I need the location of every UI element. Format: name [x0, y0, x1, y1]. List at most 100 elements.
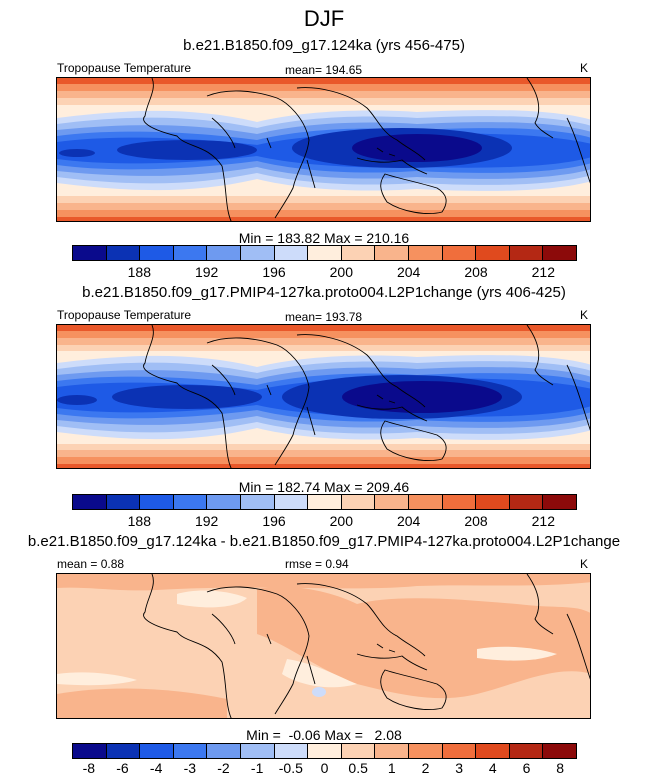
colorbar-swatch — [274, 246, 309, 260]
colorbar-tick-label: 192 — [194, 264, 219, 280]
panel3-title: b.e21.B1850.f09_g17.124ka - b.e21.B1850.… — [27, 533, 621, 550]
panel1-variable-label: Tropopause Temperature — [57, 61, 192, 75]
colorbar-swatch — [308, 495, 342, 509]
colorbar-swatch — [207, 744, 241, 758]
colorbar-swatch — [509, 246, 544, 260]
colorbar-tick-label: 0.5 — [348, 760, 368, 776]
colorbar-swatch — [207, 246, 241, 260]
diff-region — [282, 659, 357, 688]
colorbar-swatch — [274, 495, 309, 509]
panel2-title: b.e21.B1850.f09_g17.PMIP4-127ka.proto004… — [82, 284, 566, 301]
diff-region — [477, 646, 557, 661]
colorbar-swatch — [476, 744, 510, 758]
colorbar-swatch — [106, 246, 141, 260]
panel2-field — [57, 325, 590, 468]
panel2-units-label: K — [580, 308, 589, 322]
coastlines — [143, 78, 590, 221]
colorbar-swatch — [240, 744, 275, 758]
colorbar-swatch — [442, 246, 477, 260]
colorbar-tick-label: 204 — [396, 513, 421, 529]
colorbar-swatch — [73, 744, 107, 758]
colorbar-tick-label: 208 — [464, 513, 488, 529]
panel2-colorbar-ticks: 188 192 196 200 204 208 212 — [72, 513, 577, 531]
colorbar-swatch — [375, 495, 409, 509]
diff-negative — [312, 687, 326, 697]
colorbar-swatch — [106, 744, 141, 758]
panel3-colorbar-ticks: -8 -6 -4 -3 -2 -1 -0.5 0 0.5 1 2 3 4 6 8 — [72, 760, 577, 778]
colorbar-swatch — [240, 495, 275, 509]
colorbar-tick-label: 196 — [262, 513, 286, 529]
colorbar-tick-label: 4 — [488, 760, 497, 776]
cold-core — [59, 149, 95, 157]
colorbar-tick-label: -6 — [116, 760, 129, 776]
colorbar-tick-label: 188 — [127, 513, 152, 529]
colorbar-swatch — [240, 246, 275, 260]
diff-region — [257, 586, 590, 699]
colorbar-swatch — [140, 495, 174, 509]
cold-core — [342, 381, 502, 413]
colorbar-swatch — [341, 495, 376, 509]
cold-core — [352, 134, 482, 162]
colorbar-tick-label: 196 — [262, 264, 286, 280]
colorbar-swatch — [442, 495, 477, 509]
panel1-mean-label: mean= 194.65 — [285, 63, 363, 77]
panel1-minmax: Min = 183.82 Max = 210.16 — [238, 230, 410, 246]
colorbar-swatch — [341, 744, 376, 758]
colorbar-swatch — [375, 744, 409, 758]
panel3-map — [56, 573, 591, 719]
colorbar-tick-label: 212 — [531, 264, 556, 280]
colorbar-tick-label: 192 — [194, 513, 219, 529]
diff-region — [57, 672, 137, 686]
panel1-field — [57, 78, 590, 221]
panel3-field — [57, 574, 590, 718]
colorbar-tick-label: 200 — [329, 264, 354, 280]
panel1-colorbar — [72, 245, 577, 261]
panel2-mean-label: mean= 193.78 — [285, 310, 363, 324]
colorbar-swatch — [73, 495, 107, 509]
cold-core — [57, 395, 97, 405]
colorbar-tick-label: 200 — [329, 513, 354, 529]
colorbar-tick-label: 212 — [531, 513, 556, 529]
colorbar-swatch — [543, 744, 576, 758]
colorbar-tick-label: 188 — [127, 264, 152, 280]
colorbar-swatch — [140, 246, 174, 260]
colorbar-tick-label: 6 — [522, 760, 531, 776]
panel3-rmse-label: rmse = 0.94 — [285, 557, 349, 571]
panel1-title: b.e21.B1850.f09_g17.124ka (yrs 456-475) — [183, 37, 465, 54]
colorbar-swatch — [140, 744, 174, 758]
colorbar-swatch — [274, 744, 309, 758]
coastlines — [143, 574, 590, 718]
colorbar-tick-label: 8 — [556, 760, 565, 776]
diff-region — [57, 688, 227, 718]
colorbar-swatch — [375, 246, 409, 260]
colorbar-swatch — [442, 744, 477, 758]
panel1-colorbar-ticks: 188 192 196 200 204 208 212 — [72, 264, 577, 282]
colorbar-swatch — [173, 495, 208, 509]
colorbar-tick-label: 208 — [464, 264, 488, 280]
figure-title: DJF — [303, 6, 345, 31]
colorbar-tick-label: 204 — [396, 264, 421, 280]
colorbar-tick-label: -1 — [250, 760, 264, 776]
cold-core — [112, 385, 262, 409]
panel3-mean-label: mean = 0.88 — [57, 557, 125, 571]
colorbar-swatch — [476, 246, 510, 260]
diff-region — [57, 574, 590, 591]
panel2-variable-label: Tropopause Temperature — [57, 308, 192, 322]
panel2-map — [56, 324, 591, 469]
panel3-colorbar — [72, 743, 577, 759]
colorbar-tick-label: -8 — [82, 760, 96, 776]
panel3-minmax: Min = -0.06 Max = 2.08 — [246, 727, 402, 743]
colorbar-swatch — [509, 495, 544, 509]
colorbar-tick-label: 3 — [455, 760, 464, 776]
colorbar-swatch — [207, 495, 241, 509]
colorbar-tick-label: -3 — [183, 760, 197, 776]
colorbar-tick-label: -4 — [149, 760, 163, 776]
cold-core — [117, 140, 257, 160]
panel2-colorbar — [72, 494, 577, 510]
colorbar-swatch — [543, 246, 576, 260]
colorbar-tick-label: 0 — [320, 760, 329, 776]
colorbar-swatch — [408, 744, 443, 758]
coastlines — [143, 325, 590, 468]
panel1-map — [56, 77, 591, 222]
panel2-minmax: Min = 182.74 Max = 209.46 — [238, 479, 410, 495]
